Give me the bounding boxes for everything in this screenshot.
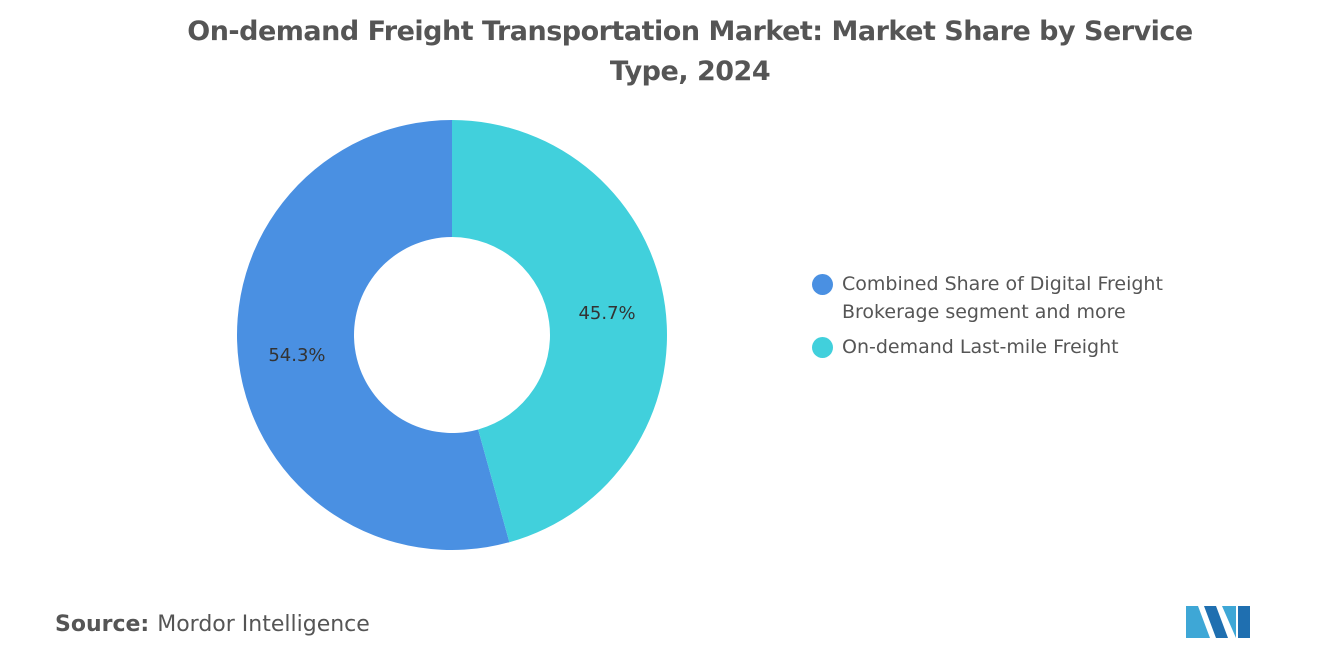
source: Source: Mordor Intelligence <box>55 612 370 637</box>
donut-segment <box>236 120 510 551</box>
data-label: 54.3% <box>268 345 325 366</box>
donut-segment <box>452 120 667 543</box>
legend-label: Combined Share of Digital Freight Broker… <box>842 273 1163 323</box>
legend-item: On-demand Last-mile Freight <box>812 333 1202 361</box>
chart-title: On-demand Freight Transportation Market:… <box>187 16 1193 87</box>
source-label: Source: <box>55 612 150 637</box>
data-label: 45.7% <box>578 303 635 324</box>
source-text: Mordor Intelligence <box>157 612 370 637</box>
legend-swatch <box>812 274 833 295</box>
logo <box>1186 606 1250 638</box>
legend-item: Combined Share of Digital Freight Broker… <box>812 270 1202 326</box>
legend-label: On-demand Last-mile Freight <box>842 336 1119 358</box>
legend: Combined Share of Digital Freight Broker… <box>812 270 1202 368</box>
legend-swatch <box>812 337 833 358</box>
